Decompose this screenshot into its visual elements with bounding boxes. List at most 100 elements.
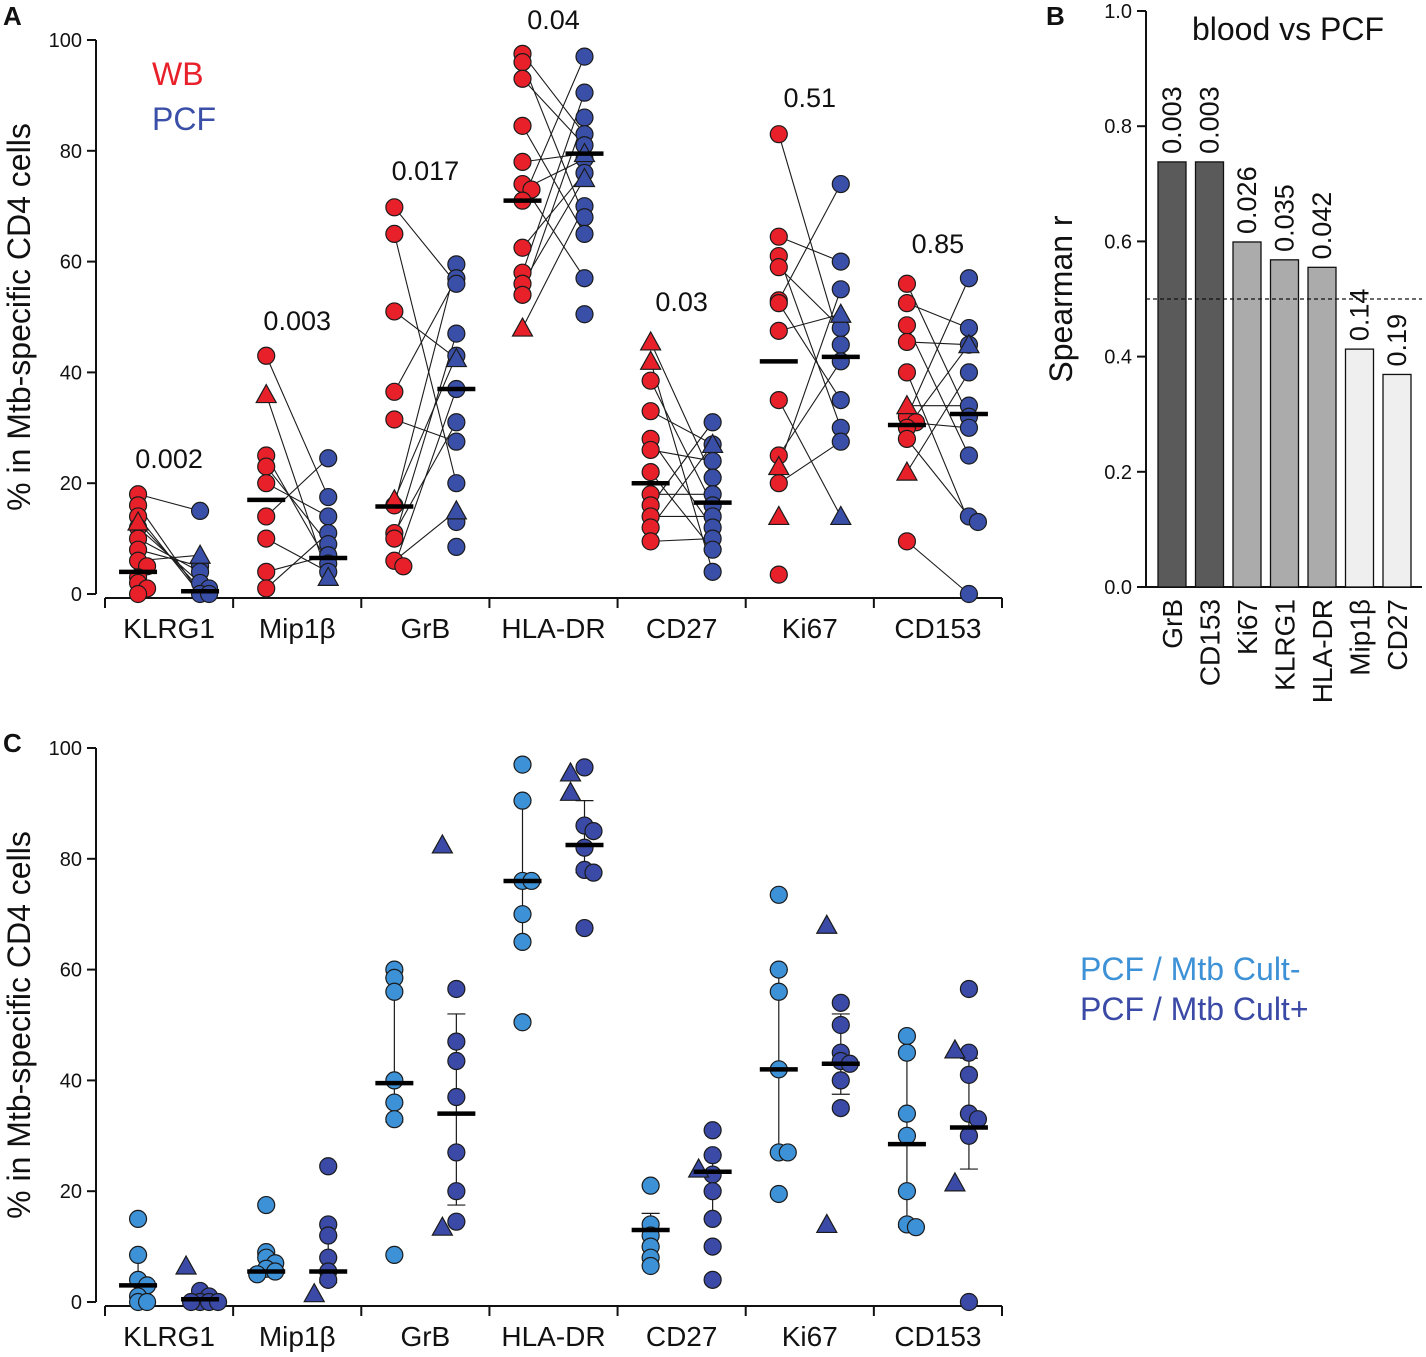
panel-c-point-a bbox=[385, 1110, 404, 1129]
panel-c-point-b bbox=[831, 1015, 850, 1035]
panel-a-point-a bbox=[897, 294, 917, 313]
panel-a-point-a bbox=[385, 529, 404, 548]
panel-a-pair-line bbox=[521, 92, 586, 273]
panel-a-pair-line bbox=[393, 388, 457, 567]
panel-b-category-label: Mip1β bbox=[1345, 599, 1376, 676]
panel-a-triangle-a bbox=[767, 505, 790, 526]
panel-c-point-b bbox=[703, 1237, 722, 1256]
panel-c-point-b bbox=[831, 1071, 850, 1090]
panel-a-pair-line bbox=[778, 361, 842, 456]
panel-c-category-label: GrB bbox=[400, 1321, 450, 1352]
panel-a-point-a bbox=[513, 285, 532, 304]
panel-a-pair-line bbox=[906, 283, 970, 417]
panel-a-point-b bbox=[959, 418, 979, 437]
panel-c-point-a bbox=[897, 1126, 917, 1145]
panel-a-pair-line bbox=[265, 482, 329, 517]
panel-a-triangle-b bbox=[701, 433, 724, 454]
panel-a-point-a bbox=[128, 584, 148, 604]
panel-c-point-b bbox=[447, 1182, 466, 1201]
panel-a-point-b bbox=[831, 335, 850, 354]
panel-a-pair-line bbox=[906, 341, 969, 346]
panel-b-bar bbox=[1307, 266, 1337, 588]
panel-a-triangle-b bbox=[317, 566, 340, 586]
panel-c-point-a bbox=[248, 1265, 267, 1284]
panel-a-point-a bbox=[897, 532, 917, 551]
panel-c-point-b bbox=[447, 1051, 466, 1071]
panel-a-point-b bbox=[968, 512, 988, 532]
panel-a-legend-pcf: PCF bbox=[152, 101, 216, 137]
panel-a-pair-line bbox=[137, 538, 201, 573]
panel-a-point-a bbox=[385, 302, 404, 321]
panel-c-category-label: Ki67 bbox=[782, 1321, 838, 1352]
panel-a-point-a bbox=[641, 402, 660, 421]
panel-a-point-b bbox=[575, 208, 594, 227]
panel-a-pair-line bbox=[394, 418, 457, 443]
panel-a-point-a bbox=[257, 579, 276, 598]
panel-a-y-tick-label: 60 bbox=[60, 252, 82, 274]
panel-a-pair-line bbox=[778, 441, 842, 484]
panel-a-pair-line bbox=[906, 438, 970, 517]
panel-b-letter: B bbox=[1046, 1, 1065, 31]
panel-c-point-b bbox=[319, 1226, 338, 1245]
panel-a-pair-line bbox=[778, 134, 842, 345]
panel-a-point-b bbox=[447, 413, 466, 432]
panel-a-pair-line bbox=[521, 61, 586, 218]
panel-a-point-a bbox=[769, 294, 788, 313]
panel-b-y-tick-label: 0.8 bbox=[1104, 116, 1132, 138]
panel-b-title: blood vs PCF bbox=[1192, 11, 1384, 47]
panel-a-pair-line bbox=[393, 277, 457, 393]
panel-b-bar-label: 0.035 bbox=[1270, 184, 1300, 252]
panel-a-point-b bbox=[831, 174, 850, 194]
panel-c-point-b bbox=[959, 1043, 979, 1062]
panel-c-point-a bbox=[769, 982, 788, 1001]
panel-b-bar bbox=[1194, 161, 1225, 588]
panel-a-y-tick-label: 100 bbox=[49, 30, 82, 52]
panel-c-point-a bbox=[385, 982, 404, 1001]
panel-c-point-b bbox=[575, 918, 594, 938]
panel-a-y-tick-label: 0 bbox=[71, 584, 82, 606]
panel-a-point-b bbox=[575, 47, 594, 66]
panel-a-point-a bbox=[257, 474, 276, 493]
panel-a-pair-line bbox=[906, 277, 970, 417]
panel-c-y-tick-label: 0 bbox=[71, 1292, 82, 1314]
panel-a-point-a bbox=[769, 227, 788, 246]
panel-a-point-a bbox=[641, 440, 660, 460]
panel-c-point-a bbox=[769, 885, 788, 904]
panel-a-point-a bbox=[385, 224, 404, 243]
panel-a-pair-line bbox=[265, 457, 329, 517]
panel-b-category-label: GrB bbox=[1157, 599, 1188, 649]
panel-c-point-a bbox=[906, 1218, 926, 1237]
panel-c-point-a bbox=[137, 1292, 157, 1312]
panel-a-triangle-a bbox=[255, 383, 278, 404]
panel-b-bar-label: 0.14 bbox=[1345, 289, 1375, 342]
panel-a-pair-line bbox=[778, 266, 842, 329]
panel-a-triangle-a bbox=[511, 316, 534, 337]
panel-a-point-b bbox=[703, 468, 722, 487]
panel-a-point-a bbox=[641, 532, 660, 551]
panel-a-point-a bbox=[769, 321, 788, 340]
panel-a-pair-line bbox=[650, 438, 714, 528]
panel-a-y-axis-label: % in Mtb-specific CD4 cells bbox=[1, 123, 37, 511]
panel-c-y-tick-label: 40 bbox=[60, 1070, 82, 1092]
panel-a-p-value: 0.03 bbox=[655, 287, 708, 317]
panel-c: C 0 20 40 60 80 100 KLRG1 Mip1β GrB HLA-DR CD27 Ki67… bbox=[1, 728, 1309, 1352]
panel-a-point-a bbox=[769, 565, 788, 584]
panel-c-point-b bbox=[703, 1270, 722, 1289]
panel-a-point-a bbox=[513, 53, 532, 72]
panel-c-point-a bbox=[513, 932, 532, 952]
panel-a-triangle-b bbox=[573, 167, 596, 188]
panel-b-bar-label: 0.003 bbox=[1195, 86, 1225, 154]
panel-b-y-axis-label: Spearman r bbox=[1043, 215, 1079, 383]
panel-c-point-a bbox=[128, 1245, 148, 1265]
panel-c-point-b bbox=[319, 1157, 338, 1176]
panel-b-category-label: Ki67 bbox=[1232, 599, 1263, 655]
panel-b-bar-label: 0.042 bbox=[1307, 192, 1337, 260]
panel-a-category-label: KLRG1 bbox=[123, 613, 215, 644]
panel-a-point-a bbox=[513, 69, 532, 88]
panel-a-pair-line bbox=[650, 380, 714, 506]
panel-a-letter: A bbox=[3, 1, 22, 31]
panel-a-point-b bbox=[319, 449, 338, 468]
panel-a-pair-line bbox=[778, 255, 842, 428]
panel-c-category-label: Mip1β bbox=[259, 1321, 336, 1352]
panel-a-point-b bbox=[319, 507, 338, 526]
